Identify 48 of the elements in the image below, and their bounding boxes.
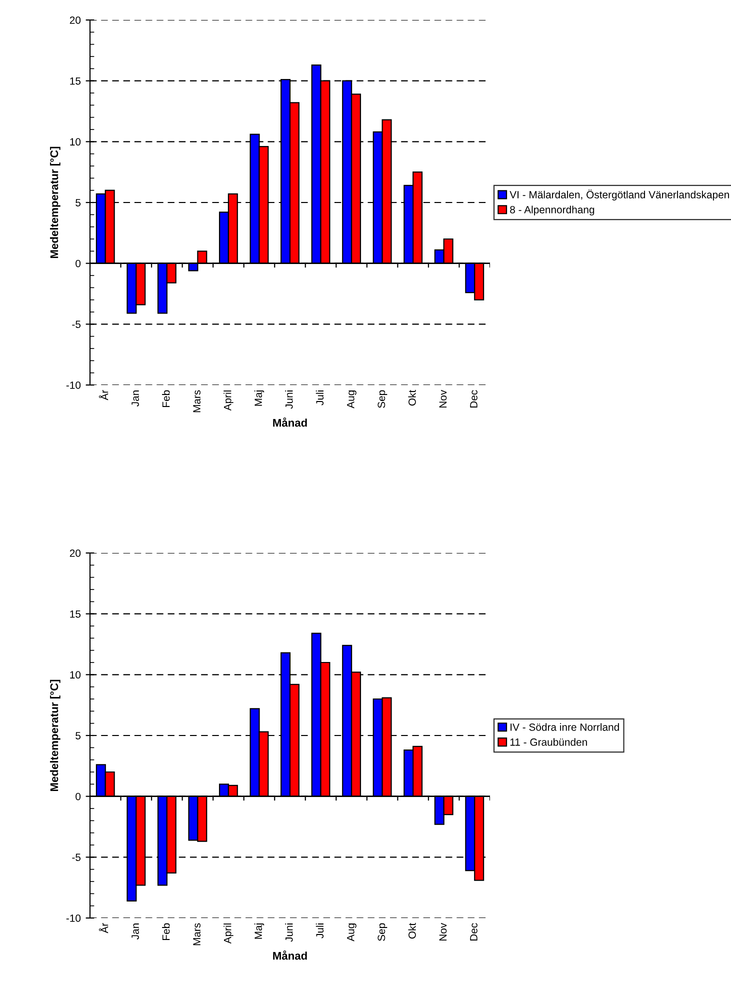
x-tick-label: Sep (378, 923, 388, 941)
x-tick-label: Jan (132, 924, 139, 940)
x-axis-title: Månad (273, 417, 307, 427)
y-tick-label: 0 (76, 260, 81, 268)
y-tick-label: -5 (72, 320, 81, 328)
y-axis-title: Medeltemperatur [°C] (50, 680, 60, 791)
x-tick-label: Nov (439, 922, 447, 941)
y-tick-label: 20 (70, 550, 81, 557)
x-tick-label: År (98, 923, 108, 934)
x-tick-label: Mars (193, 923, 200, 946)
y-tick-label: 0 (76, 792, 81, 800)
legend-label: IV - Södra inre Norrland (510, 723, 619, 731)
legend-label: 11 - Graubünden (510, 738, 587, 746)
x-tick-label: Juli (316, 924, 324, 938)
y-axis-title: Medeltemperatur [°C] (50, 146, 60, 258)
x-tick-label: År (98, 390, 108, 400)
legend-label: VI - Mälardalen, Östergötland Vänerlandskapen (510, 190, 729, 200)
x-tick-label: April (224, 390, 234, 411)
x-tick-label: April (224, 924, 234, 944)
x-tick-label: Juli (316, 390, 324, 406)
y-tick-label: -10 (66, 914, 81, 922)
x-tick-label: Okt (408, 390, 416, 406)
x-tick-label: Feb (162, 923, 170, 940)
x-tick-label: Dec (470, 390, 478, 408)
x-tick-label: Dec (470, 923, 478, 941)
y-tick-label: -10 (66, 382, 81, 389)
y-tick-label: 5 (76, 732, 81, 740)
y-tick-label: -5 (72, 854, 81, 862)
x-tick-label: Maj (254, 390, 264, 406)
y-tick-label: 20 (70, 16, 81, 24)
x-tick-label: Juni (285, 390, 293, 409)
x-tick-label: Sep (378, 390, 388, 408)
x-tick-label: Jan (132, 390, 139, 406)
x-tick-label: Okt (408, 922, 416, 939)
y-tick-label: 15 (70, 610, 81, 618)
x-tick-label: Juni (285, 924, 293, 942)
legend-label: 8 - Alpennordhang (510, 206, 594, 216)
x-tick-label: Nov (439, 390, 447, 408)
x-tick-label: Aug (347, 390, 356, 408)
x-tick-label: Feb (162, 390, 170, 407)
x-axis-title: Månad (273, 950, 307, 960)
x-tick-label: Mars (193, 390, 200, 412)
y-tick-label: 10 (70, 138, 81, 146)
x-tick-label: Maj (254, 924, 264, 939)
y-tick-label: 10 (70, 671, 81, 679)
y-tick-label: 5 (76, 199, 81, 206)
x-tick-label: Aug (347, 924, 356, 942)
y-tick-label: 15 (70, 77, 81, 85)
